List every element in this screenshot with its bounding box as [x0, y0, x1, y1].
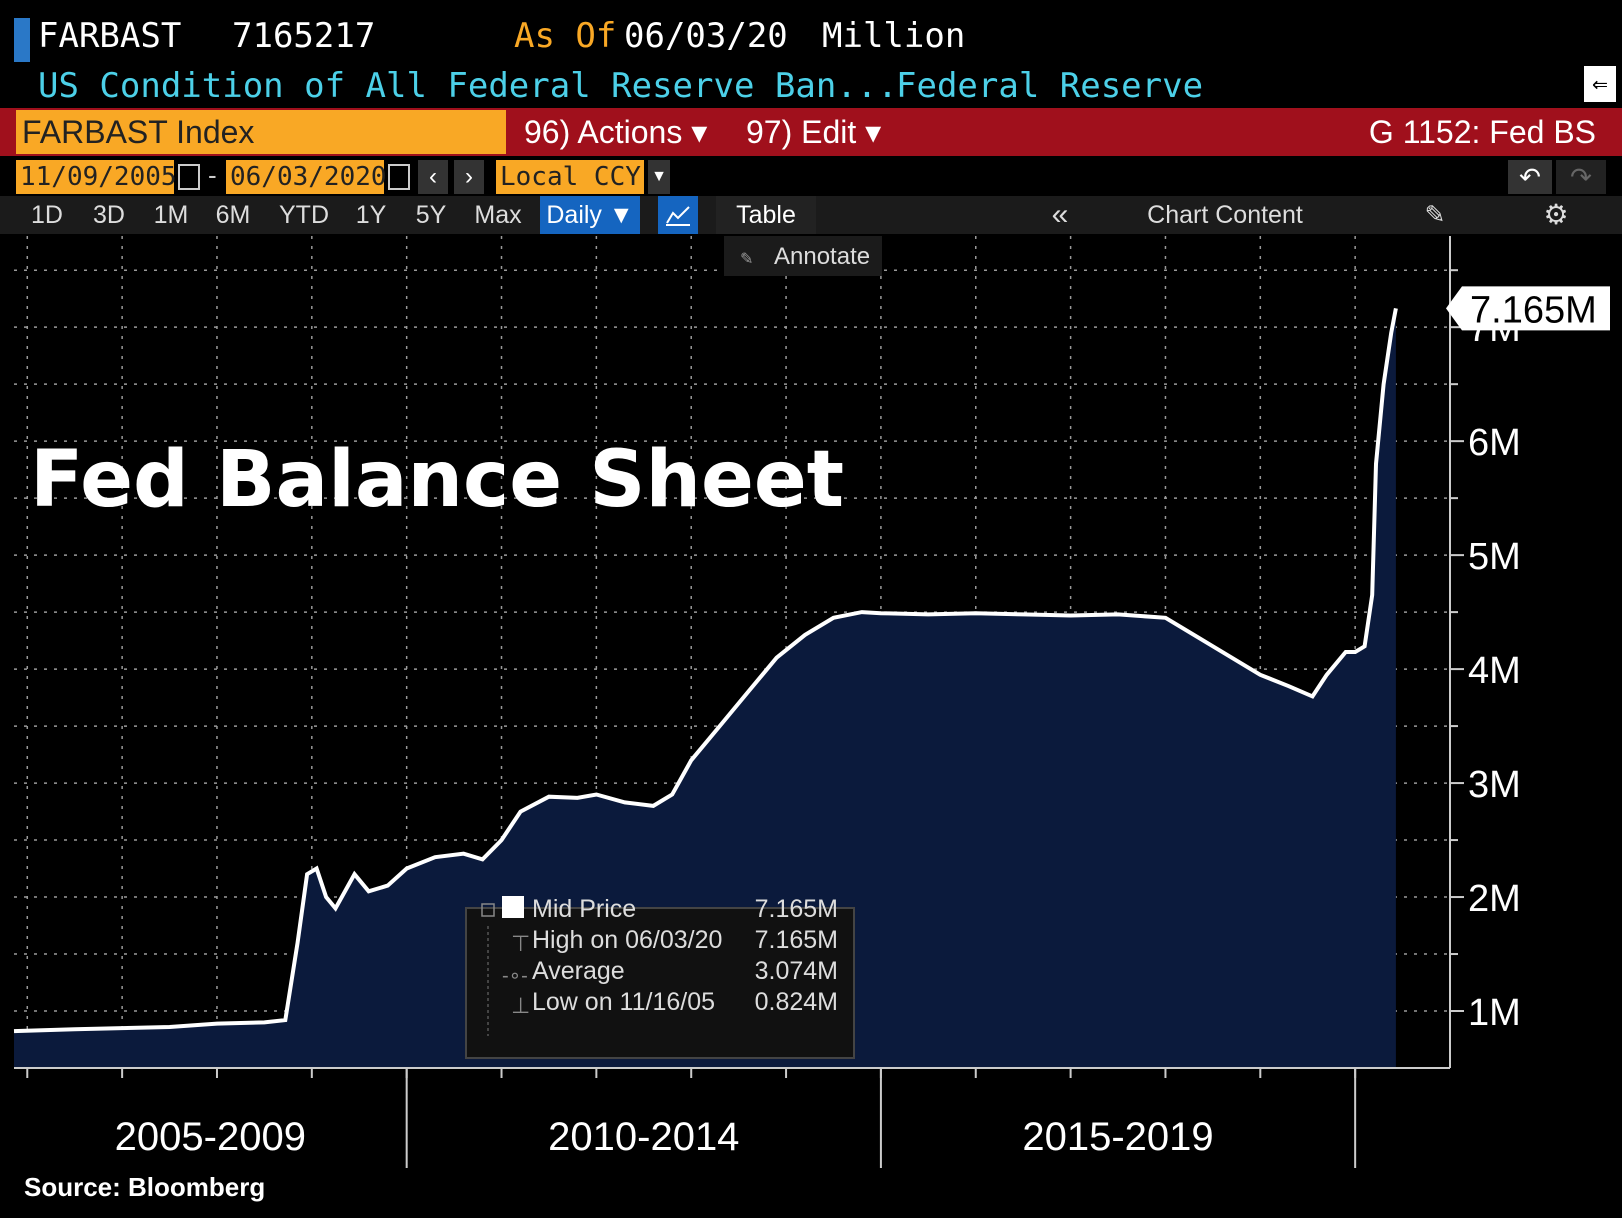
period-3d[interactable]: 3D [93, 201, 125, 229]
edit-chart-icon[interactable]: ✎ [1424, 201, 1446, 229]
security-description: US Condition of All Federal Reserve Ban.… [38, 66, 898, 106]
line-chart-icon[interactable] [658, 196, 698, 234]
calendar-icon[interactable] [388, 164, 410, 190]
high-icon: ⊤ [511, 931, 530, 956]
security-field[interactable]: FARBAST Index [16, 110, 506, 154]
y-tick-label: 5M [1468, 536, 1521, 578]
legend-label: Average [532, 957, 625, 985]
y-tick-label: 4M [1468, 650, 1521, 692]
legend-value: 0.824M [755, 988, 838, 1016]
table-button[interactable]: Table [716, 196, 816, 234]
period-6m[interactable]: 6M [215, 201, 251, 229]
frequency-select[interactable]: Daily ▼ [540, 196, 640, 234]
source-note: Source: Bloomberg [24, 1172, 265, 1202]
next-period-icon[interactable]: › [454, 160, 484, 194]
chevron-down-icon[interactable]: ▼ [648, 160, 670, 194]
units-label: Million [822, 16, 966, 56]
undo-icon[interactable]: ↶ [1508, 160, 1552, 194]
function-toolbar: FARBAST Index 96) Actions ▾ 97) Edit ▾ G… [0, 108, 1622, 156]
ticker-marker [14, 18, 30, 62]
gear-icon[interactable]: ⚙ [1543, 199, 1569, 230]
end-date-input[interactable]: 06/03/2020 [226, 160, 387, 194]
period-row: 1D 3D 1M 6M YTD 1Y 5Y Max Daily ▼ Table … [0, 196, 1622, 234]
y-axis: 1M2M3M4M5M6M7M [1449, 236, 1521, 1068]
security-header: FARBAST 7165217 As Of 06/03/20 Million [0, 8, 1622, 66]
edit-menu[interactable]: 97) Edit ▾ [746, 114, 882, 150]
description-row: US Condition of All Federal Reserve Ban.… [0, 62, 1622, 108]
x-group-label: 2015-2019 [1022, 1115, 1213, 1159]
date-range-row: 11/09/2005 - 06/03/2020 ‹ › Local CCY ▼ … [0, 158, 1622, 196]
mid-price-swatch [502, 896, 524, 918]
chart-title: Fed Balance Sheet [30, 435, 844, 525]
back-arrow-icon[interactable]: ⇐ [1584, 66, 1616, 102]
period-1d[interactable]: 1D [31, 201, 63, 229]
series-line [13, 308, 1398, 1034]
actions-menu[interactable]: 96) Actions ▾ [524, 114, 708, 150]
collapse-icon[interactable]: « [1051, 198, 1069, 231]
start-date-input[interactable]: 11/09/2005 [16, 160, 177, 194]
source-name: Federal Reserve [896, 66, 1204, 106]
series-area [14, 308, 1396, 1068]
legend-value: 7.165M [755, 895, 838, 923]
legend: ⊤ -∘- ⊥ Mid Price 7.165M High on 06/03/2… [465, 895, 855, 1059]
last-value-text: 7.165M [1470, 289, 1597, 331]
y-tick-label: 1M [1468, 992, 1521, 1034]
collapse-legend-icon[interactable] [481, 903, 495, 917]
legend-label: High on 06/03/20 [532, 926, 722, 954]
x-group-label: 2005-2009 [115, 1115, 306, 1159]
calendar-icon[interactable] [178, 164, 200, 190]
prev-period-icon[interactable]: ‹ [418, 160, 448, 194]
period-1y[interactable]: 1Y [355, 201, 387, 229]
page-title: G 1152: Fed BS [1368, 114, 1596, 150]
y-tick-label: 3M [1468, 764, 1521, 806]
date-separator: - [208, 160, 217, 190]
period-5y[interactable]: 5Y [415, 201, 447, 229]
period-ytd[interactable]: YTD [279, 201, 329, 229]
chart-content-button[interactable]: Chart Content [1147, 201, 1303, 229]
last-value-label: 7.165M [1446, 286, 1610, 331]
x-axis: 2005-2009 2010-2014 2015-2019 [14, 1067, 1450, 1168]
as-of-date: 06/03/20 [624, 16, 788, 56]
pencil-icon: ✎ [740, 251, 753, 268]
svg-text:Annotate: Annotate [774, 243, 870, 270]
ticker-symbol: FARBAST [38, 16, 182, 56]
period-max[interactable]: Max [474, 201, 522, 229]
low-icon: ⊥ [511, 993, 530, 1018]
currency-select[interactable]: Local CCY [496, 160, 644, 194]
last-value: 7165217 [232, 16, 376, 56]
as-of-label: As Of [514, 16, 617, 56]
y-tick-label: 2M [1468, 878, 1521, 920]
y-tick-label: 6M [1468, 422, 1521, 464]
legend-value: 3.074M [755, 957, 838, 985]
redo-icon[interactable]: ↷ [1556, 160, 1606, 194]
period-1m[interactable]: 1M [153, 201, 189, 229]
balance-sheet-chart: 1M2M3M4M5M6M7M 2005-20092010-20142015-20… [13, 236, 1610, 1202]
legend-label: Mid Price [532, 895, 636, 923]
x-group-label: 2010-2014 [548, 1115, 739, 1159]
legend-label: Low on 11/16/05 [532, 988, 715, 1016]
annotate-button[interactable]: ✎ Annotate [724, 236, 882, 276]
average-icon: -∘- [502, 965, 528, 987]
legend-value: 7.165M [755, 926, 838, 954]
